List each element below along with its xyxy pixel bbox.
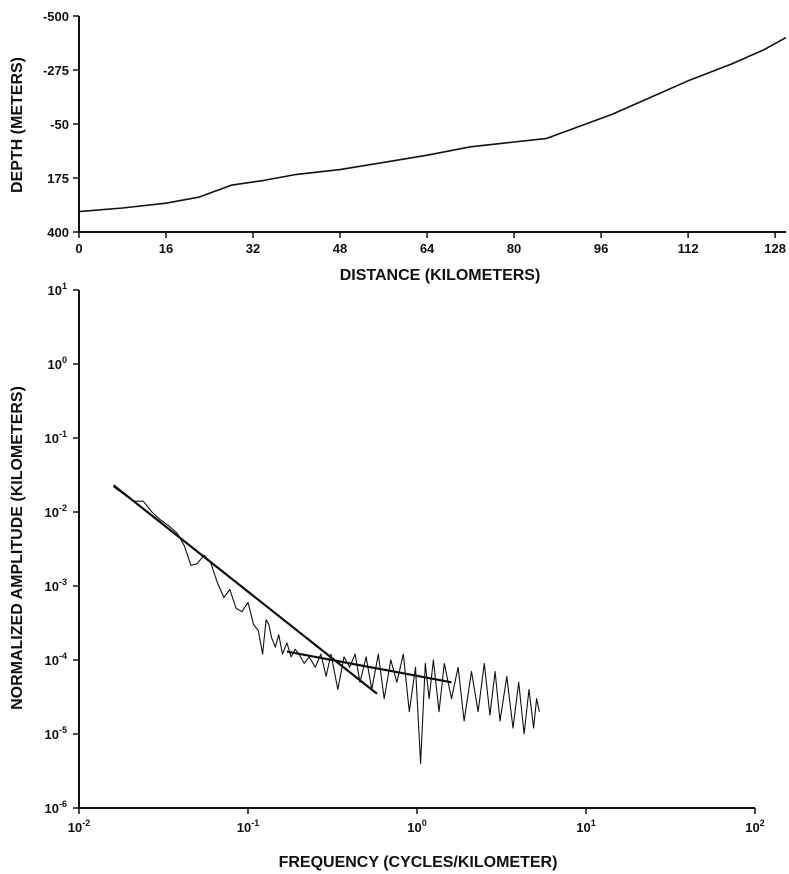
depth-series (78, 36, 787, 213)
spectrum-fit-line (112, 484, 378, 695)
spectrum-y-tick-label: 10-5 (45, 725, 67, 742)
depth-x-axis-title: DISTANCE (KILOMETERS) (340, 267, 541, 284)
depth-y-tick-label: 175 (47, 171, 69, 186)
spectrum-x-tick-label: 102 (745, 818, 764, 835)
depth-x-tick-label: 32 (246, 241, 260, 256)
spectrum-x-tick-label: 100 (407, 818, 426, 835)
spectrum-fit-line (286, 650, 452, 684)
spectrum-x-tick-label: 101 (576, 818, 595, 835)
spectrum-series (112, 484, 540, 764)
depth-y-tick-label: 400 (47, 225, 69, 240)
spectrum-y-tick-label: 10-2 (45, 503, 67, 520)
spectrum-y-tick-label: 10-3 (45, 577, 67, 594)
spectrum-y-tick-label: 101 (48, 281, 67, 298)
depth-x-tick-label: 16 (159, 241, 173, 256)
spectrum-y-tick-label: 100 (48, 355, 67, 372)
spectrum-y-tick-label: 10-6 (45, 799, 67, 816)
spectrum-x-tick-label: 10-2 (68, 818, 90, 835)
depth-x-ticks: 0 16 32 48 64 80 96 112 128 (75, 232, 786, 256)
depth-x-tick-label: 0 (75, 241, 82, 256)
spectrum-x-tick-label: 10-1 (237, 818, 259, 835)
depth-profile-line (78, 36, 787, 213)
depth-x-tick-label: 128 (764, 241, 786, 256)
depth-y-tick-label: -275 (43, 63, 69, 78)
depth-y-tick-label: -50 (50, 117, 69, 132)
spectrum-y-ticks: 101 100 10-1 10-2 10-3 10-4 10-5 10-6 (45, 281, 79, 816)
spectrum-x-axis-title: FREQUENCY (CYCLES/KILOMETER) (279, 854, 558, 871)
depth-y-ticks: -500 -275 -50 175 400 (43, 9, 79, 240)
spectrum-line (113, 486, 540, 764)
depth-x-tick-label: 64 (420, 241, 435, 256)
depth-x-tick-label: 80 (507, 241, 521, 256)
spectrum-chart: 10-2 10-1 100 101 102 101 100 10-1 10-2 10-3 10-4… (9, 281, 765, 871)
depth-y-axis-title: DEPTH (METERS) (9, 57, 26, 193)
spectrum-y-axis-title: NORMALIZED AMPLITUDE (KILOMETERS) (9, 386, 26, 710)
spectrum-x-ticks: 10-2 10-1 100 101 102 (68, 808, 765, 835)
depth-x-tick-label: 96 (594, 241, 608, 256)
spectrum-y-tick-label: 10-1 (45, 429, 67, 446)
depth-x-tick-label: 112 (678, 241, 699, 256)
spectrum-axes (78, 290, 755, 809)
depth-y-tick-label: -500 (43, 9, 69, 24)
depth-chart: 0 16 32 48 64 80 96 112 128 -500 -275 -50 175 400 DI… (9, 9, 787, 284)
depth-x-tick-label: 48 (333, 241, 347, 256)
spectrum-y-tick-label: 10-4 (45, 651, 67, 668)
